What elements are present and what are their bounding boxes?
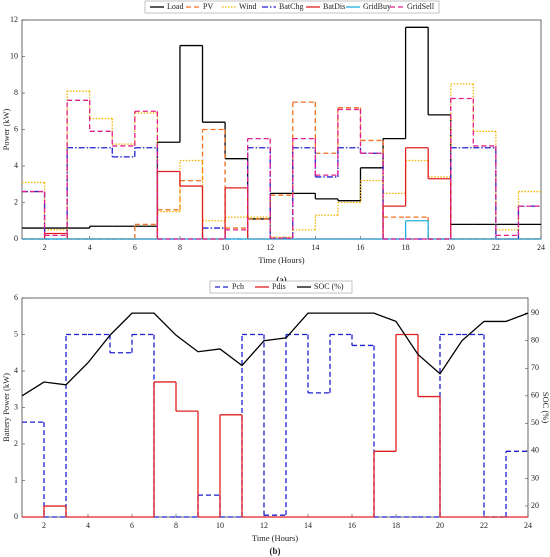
x-tick-label: 20 [447, 243, 455, 252]
plot-frame [21, 297, 529, 518]
x-tick-label: 4 [88, 243, 92, 252]
legend-label: GridBuy [363, 2, 391, 11]
y-tick-label: 10 [10, 51, 18, 60]
y-tick-label: 6 [14, 124, 18, 133]
x-tick-label: 2 [43, 243, 47, 252]
legend-label: BatChg [279, 2, 303, 11]
x-tick-label: 4 [86, 521, 90, 530]
x-tick-label: 6 [133, 243, 137, 252]
x-tick-label: 20 [436, 521, 444, 530]
caption: (b) [270, 546, 281, 556]
y2-tick-label: 70 [531, 363, 539, 372]
y-tick-label: 1 [14, 475, 18, 484]
legend-label: SOC (%) [314, 282, 344, 291]
y2-tick-label: 40 [531, 446, 539, 455]
y2-axis-title: SOC (%) [541, 392, 550, 424]
x-tick-label: 10 [221, 243, 229, 252]
x-tick-label: 24 [524, 521, 532, 530]
x-tick-label: 24 [537, 243, 545, 252]
x-tick-label: 8 [174, 521, 178, 530]
x-tick-label: 16 [348, 521, 356, 530]
x-tick-label: 8 [178, 243, 182, 252]
x-axis-title: Time (Hours) [258, 255, 304, 265]
plot-frame [21, 19, 542, 240]
legend-label: Wind [239, 2, 256, 11]
legend-label: GridSell [407, 2, 435, 11]
x-tick-label: 2 [42, 521, 46, 530]
y2-tick-label: 60 [531, 391, 539, 400]
x-tick-label: 18 [392, 521, 400, 530]
x-tick-label: 22 [480, 521, 488, 530]
legend-box [209, 280, 353, 294]
y2-tick-label: 90 [531, 308, 539, 317]
x-tick-label: 14 [311, 243, 319, 252]
y2-tick-label: 80 [531, 336, 539, 345]
y-tick-label: 12 [10, 15, 18, 24]
x-tick-label: 10 [216, 521, 224, 530]
x-tick-label: 22 [492, 243, 500, 252]
caption: (a) [276, 275, 287, 285]
legend-box [144, 0, 440, 14]
legend-label: Pdis [272, 282, 286, 291]
legend-label: Load [167, 2, 183, 11]
x-tick-label: 18 [402, 243, 410, 252]
legend-label: Pch [232, 282, 244, 291]
y2-tick-label: 50 [531, 418, 539, 427]
y-tick-label: 0 [14, 234, 18, 243]
y2-tick-label: 20 [531, 501, 539, 510]
soc-line [21, 312, 529, 397]
y-tick-label: 6 [14, 293, 18, 302]
y-tick-label: 5 [14, 329, 18, 338]
y-tick-label: 4 [14, 161, 18, 170]
y-tick-label: 3 [14, 402, 18, 411]
legend-label: BatDis [323, 2, 345, 11]
y-axis-title: Power (kW) [1, 108, 11, 150]
y-axis-title: Battery Power (kW) [1, 373, 11, 442]
legend-label: PV [203, 2, 213, 11]
y-tick-label: 4 [14, 366, 18, 375]
x-tick-label: 14 [304, 521, 312, 530]
x-tick-label: 16 [356, 243, 364, 252]
x-tick-label: 12 [260, 521, 268, 530]
x-tick-label: 12 [266, 243, 274, 252]
y-tick-label: 2 [14, 197, 18, 206]
x-axis-title: Time (Hours) [252, 533, 298, 543]
y2-tick-label: 30 [531, 473, 539, 482]
y-tick-label: 0 [14, 512, 18, 521]
y-tick-label: 2 [14, 439, 18, 448]
y-tick-label: 8 [14, 88, 18, 97]
x-tick-label: 6 [130, 521, 134, 530]
